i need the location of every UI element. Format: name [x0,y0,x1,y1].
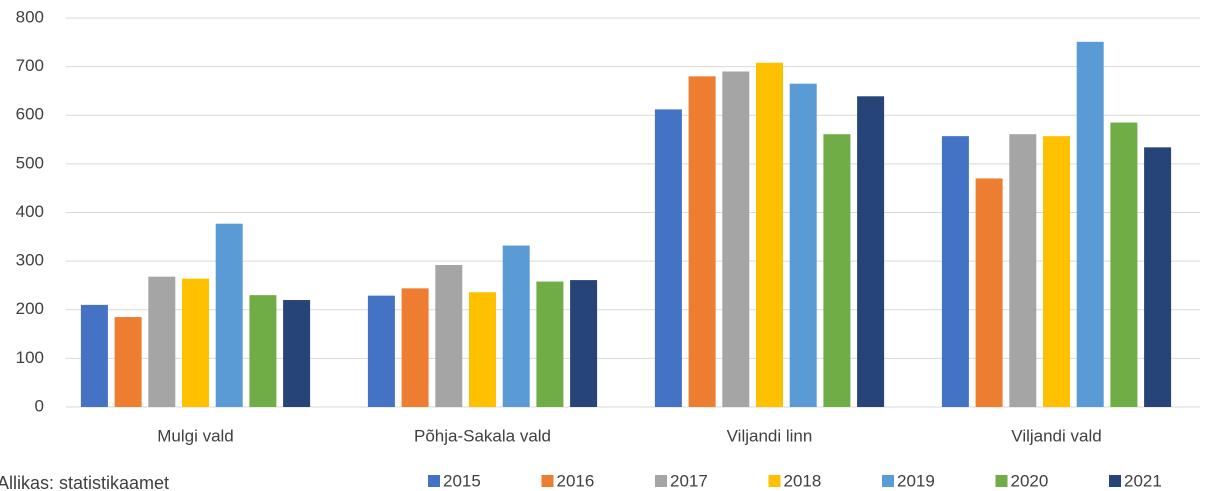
legend-swatch [655,475,667,487]
legend-swatch [1109,475,1121,487]
bar [789,83,817,408]
bar [756,62,783,408]
legend-swatch [541,475,554,487]
bar [1009,134,1037,407]
bar [469,292,496,407]
bar [1043,136,1070,407]
bar [1076,41,1104,408]
legend-label: 2021 [1124,471,1162,490]
source-note: Allikas: statistikaamet [0,473,169,491]
y-tick-label: 600 [16,105,44,124]
bar [114,317,142,407]
bar [857,96,885,407]
legend-label: 2018 [784,471,822,490]
bar [502,245,530,407]
legend-label: 2020 [1011,471,1049,490]
y-tick-label: 500 [16,153,44,172]
legend-swatch [428,475,440,487]
legend-swatch [882,475,894,487]
bar [1144,147,1172,407]
y-tick-label: 400 [16,202,44,221]
bar [688,76,716,407]
bar [722,71,750,408]
bar [401,288,429,407]
x-tick-label: Viljandi vald [1011,426,1101,445]
x-tick-label: Mulgi vald [157,426,234,445]
legend-label: 2016 [557,471,595,490]
bar [367,295,395,407]
x-tick-label: Viljandi linn [727,426,813,445]
bar [215,223,243,407]
bar [941,136,969,407]
bar [975,178,1003,407]
y-tick-label: 800 [16,7,44,26]
bar [249,295,277,407]
bar [148,276,176,407]
bar [823,134,851,407]
y-tick-label: 0 [35,396,44,415]
legend-label: 2015 [443,471,481,490]
bar [80,304,108,407]
y-tick-label: 100 [16,348,44,367]
y-tick-label: 200 [16,299,44,318]
legend-label: 2017 [670,471,708,490]
bar [570,280,598,407]
bar [536,281,564,407]
y-tick-label: 700 [16,56,44,75]
bar [435,265,463,407]
legend-label: 2019 [897,471,935,490]
legend-swatch [995,475,1008,487]
bar [654,109,682,407]
bar [182,278,209,407]
legend-swatch [768,475,781,487]
bar [283,300,311,407]
bar [1110,122,1138,407]
x-tick-label: Põhja-Sakala vald [414,426,551,445]
y-tick-label: 300 [16,251,44,270]
